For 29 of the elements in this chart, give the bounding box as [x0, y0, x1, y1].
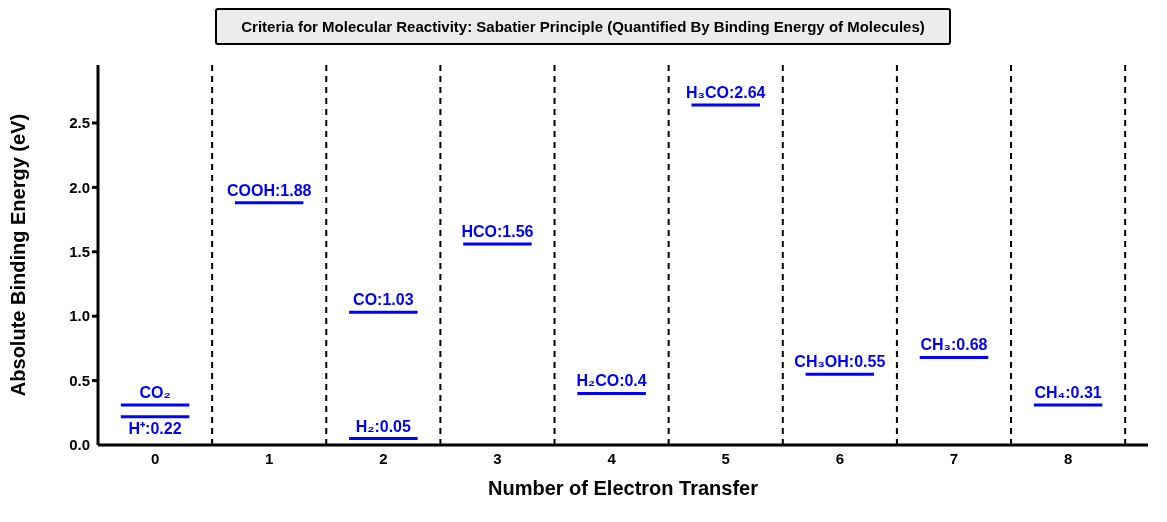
- data-label: H⁺:0.22: [128, 419, 182, 437]
- x-tick-label: 2: [379, 449, 388, 467]
- x-tick-label: 1: [265, 449, 274, 467]
- x-tick-label: 8: [1063, 449, 1073, 467]
- data-label: H₃CO:2.64: [686, 83, 766, 101]
- data-label: CO₂: [139, 384, 171, 402]
- data-label: CH₄:0.31: [1034, 384, 1102, 402]
- data-label: CH₃:0.68: [920, 336, 988, 354]
- y-tick-label: 2.5: [69, 114, 90, 132]
- data-label: H₂CO:0.4: [576, 372, 647, 390]
- data-label: COOH:1.88: [226, 181, 312, 199]
- y-tick-label: 0.0: [69, 436, 90, 454]
- x-tick-label: 4: [607, 449, 617, 467]
- x-axis-title: Number of Electron Transfer: [487, 477, 759, 499]
- y-axis-title: Absolute Binding Energy (eV): [7, 113, 30, 397]
- x-tick-label: 7: [949, 449, 959, 467]
- x-tick-label: 3: [493, 449, 502, 467]
- x-tick-label: 5: [721, 449, 730, 467]
- x-tick-label: 0: [150, 449, 160, 467]
- x-tick-label: 6: [835, 449, 845, 467]
- data-label: H₂:0.05: [355, 417, 411, 435]
- chart-title: Criteria for Molecular Reactivity: Sabatier Principle (Quantified By Binding Energy of Molecules): [215, 8, 951, 45]
- y-tick-label: 1.5: [69, 243, 90, 261]
- data-label: HCO:1.56: [461, 223, 534, 241]
- data-label: CH₃OH:0.55: [794, 353, 886, 371]
- y-tick-label: 2.0: [69, 178, 90, 196]
- y-tick-label: 0.5: [69, 371, 90, 389]
- y-tick-label: 1.0: [69, 307, 90, 325]
- data-label: CO:1.03: [353, 291, 414, 309]
